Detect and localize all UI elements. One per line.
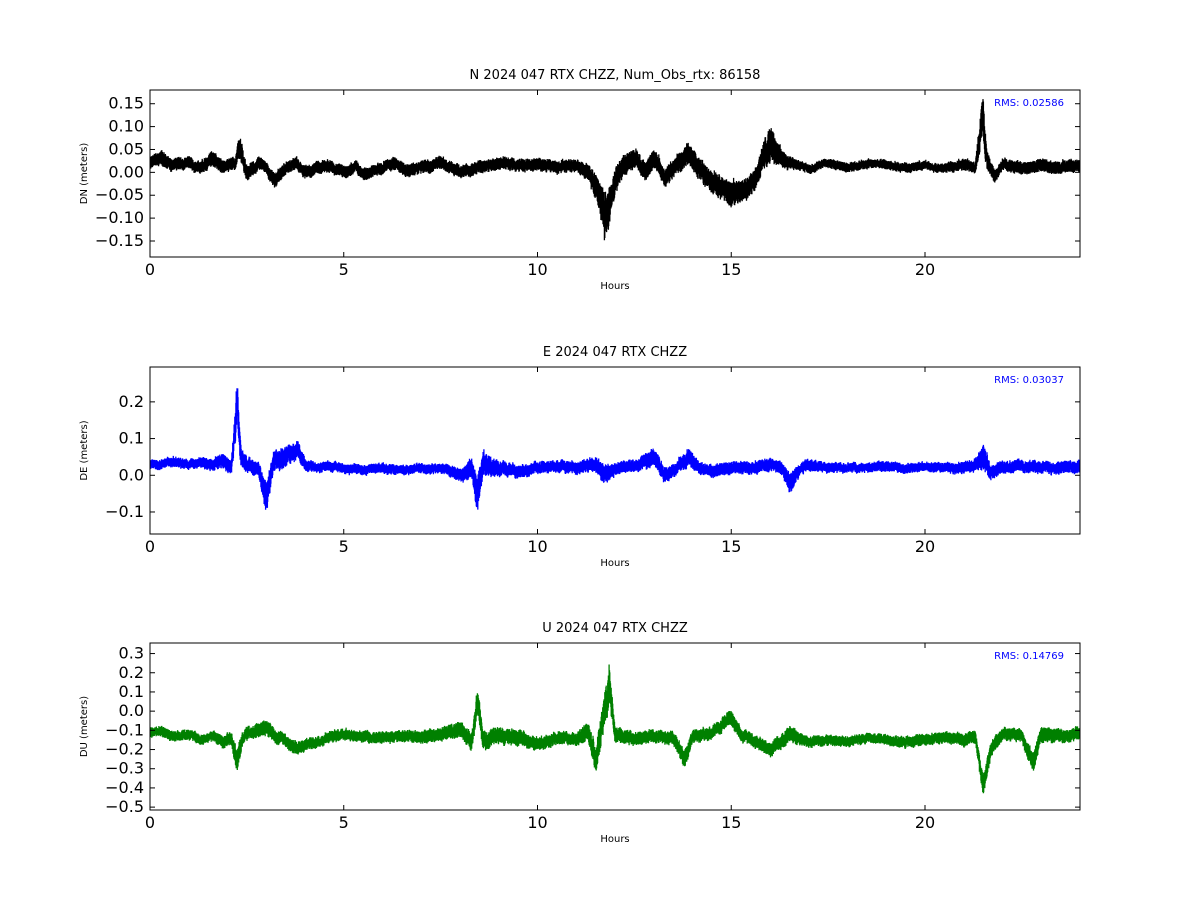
y-tick-label: 0.05	[108, 139, 144, 158]
y-tick-label: 0.3	[119, 644, 144, 663]
x-tick-label: 10	[527, 260, 547, 279]
chart-title: E 2024 047 RTX CHZZ	[543, 345, 687, 360]
subplot-1: 0 5 10 15 20 −0.15 −0.10 −0.05 0.00 0.05 0.10 0.15 N…	[79, 68, 1081, 292]
x-tick-label: 10	[527, 537, 547, 556]
x-axis-label: Hours	[600, 834, 629, 845]
y-tick-label: 0.2	[119, 663, 144, 682]
y-tick-label: −0.1	[105, 502, 144, 521]
x-tick-label: 20	[915, 537, 935, 556]
y-tick-label: 0.10	[108, 117, 144, 136]
x-tick-label: 0	[145, 813, 155, 832]
y-tick-label: −0.4	[105, 778, 144, 797]
y-axis-label: DU (meters)	[79, 696, 90, 757]
rms-annotation: RMS: 0.14769	[994, 651, 1064, 662]
x-tick-label: 20	[915, 260, 935, 279]
y-tick-label: −0.1	[105, 720, 144, 739]
x-tick-label: 15	[721, 813, 741, 832]
chart-title: N 2024 047 RTX CHZZ, Num_Obs_rtx: 86158	[470, 68, 761, 83]
y-tick-label: −0.5	[105, 797, 144, 816]
x-tick-label: 0	[145, 537, 155, 556]
x-tick-label: 20	[915, 813, 935, 832]
data-points	[150, 664, 1080, 794]
data-series	[150, 388, 1080, 510]
y-tick-label: −0.3	[105, 759, 144, 778]
data-series	[150, 664, 1080, 794]
rms-annotation: RMS: 0.03037	[994, 375, 1064, 386]
rms-annotation: RMS: 0.02586	[994, 98, 1064, 109]
y-tick-label: −0.05	[95, 185, 144, 204]
y-tick-label: −0.15	[95, 231, 144, 250]
y-tick-label: 0.0	[119, 701, 144, 720]
x-tick-label: 5	[339, 260, 349, 279]
x-tick-label: 0	[145, 260, 155, 279]
axes-frame	[149, 89, 1081, 258]
x-tick-label: 5	[339, 813, 349, 832]
chart-title: U 2024 047 RTX CHZZ	[542, 621, 688, 636]
subplot-3: 0 5 10 15 20 −0.5−0.4−0.3−0.2−0.10.00.10.20.3…	[79, 621, 1081, 845]
x-axis-label: Hours	[600, 281, 629, 292]
y-tick-label: 0.1	[119, 429, 144, 448]
y-axis-label: DN (meters)	[79, 143, 90, 205]
y-tick-label: 0.2	[119, 392, 144, 411]
x-tick-label: 15	[721, 260, 741, 279]
axes-frame	[149, 366, 1081, 535]
data-points	[150, 388, 1080, 510]
y-tick-label: −0.2	[105, 740, 144, 759]
y-tick-label: 0.00	[108, 162, 144, 181]
y-tick-label: −0.10	[95, 208, 144, 227]
data-points	[150, 99, 1080, 241]
subplot-2: 0 5 10 15 20 −0.1 0.0 0.1 0.2 E 2024 047 RTX CHZZ…	[79, 345, 1081, 569]
x-tick-label: 15	[721, 537, 741, 556]
x-tick-label: 10	[527, 813, 547, 832]
axes-frame	[149, 642, 1081, 811]
y-tick-label: 0.1	[119, 682, 144, 701]
x-tick-label: 5	[339, 537, 349, 556]
data-series	[150, 99, 1080, 241]
y-tick-label: 0.0	[119, 465, 144, 484]
y-tick-label: 0.15	[108, 94, 144, 113]
y-axis-label: DE (meters)	[79, 420, 90, 480]
x-axis-label: Hours	[600, 558, 629, 569]
